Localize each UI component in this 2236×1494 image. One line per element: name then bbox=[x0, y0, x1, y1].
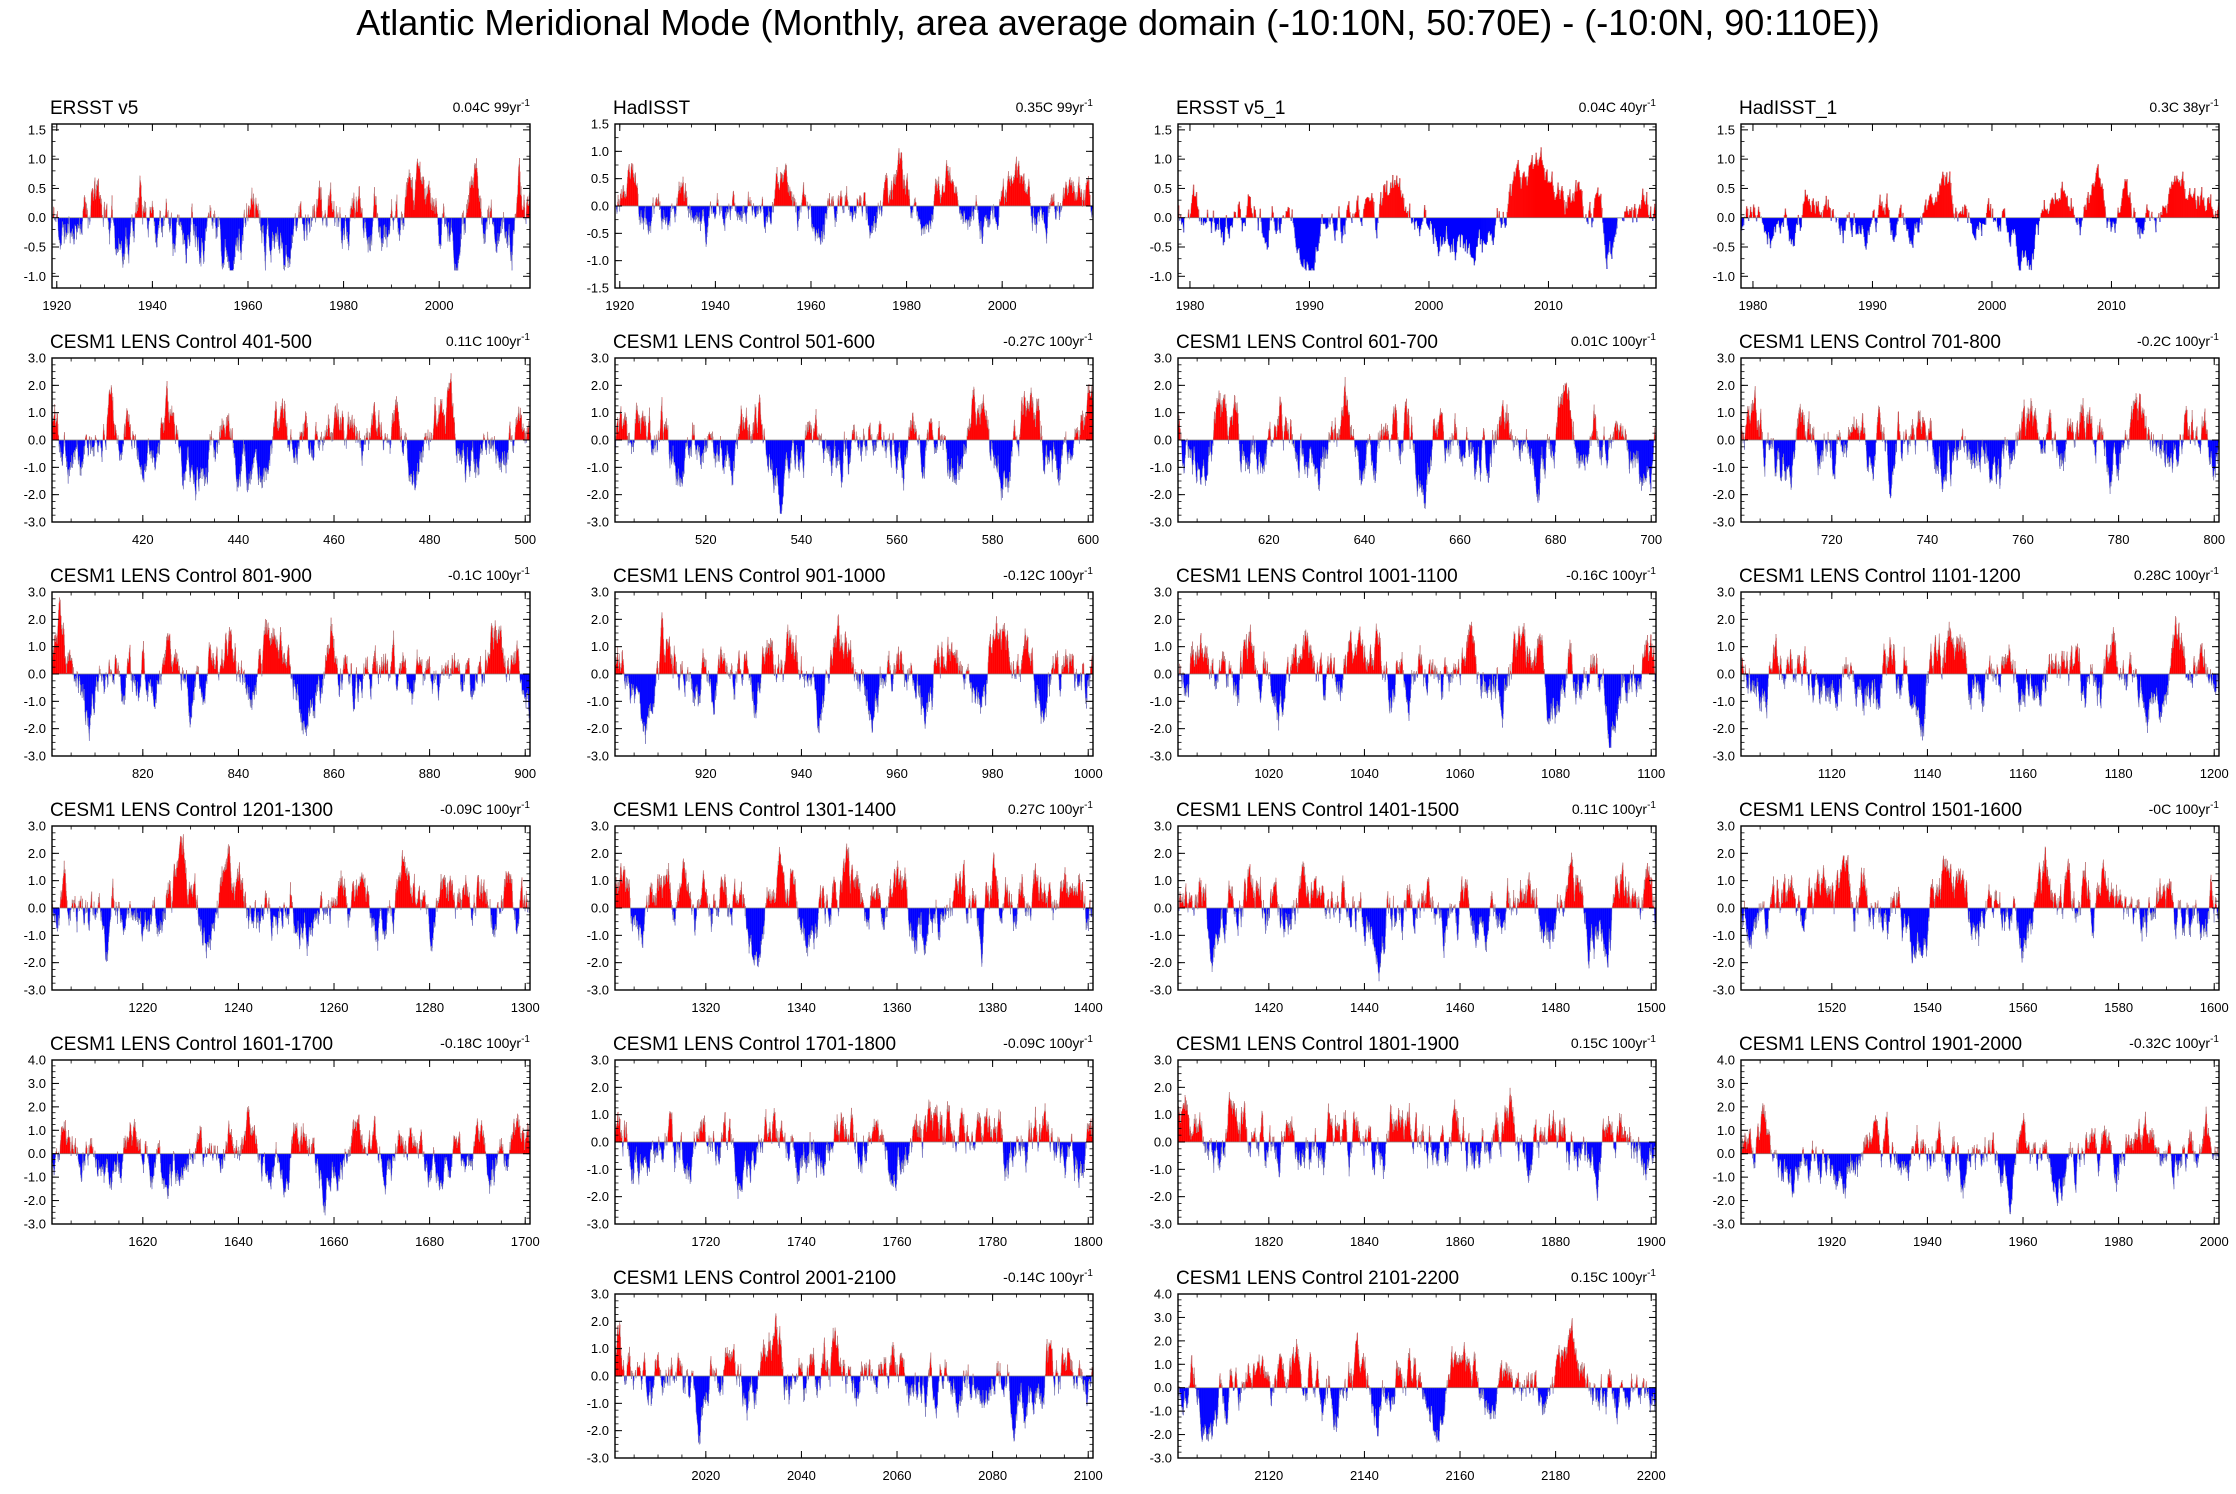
chart-panel: HadISST 0.35C 99yr-11.51.00.50.0-0.5-1.0-… bbox=[587, 98, 1094, 313]
series-bars bbox=[616, 148, 1093, 246]
x-tick-label: 1940 bbox=[138, 298, 167, 313]
panel-title: HadISST bbox=[613, 98, 690, 119]
x-tick-label: 1960 bbox=[234, 298, 263, 313]
trend-label: 0.35C 99yr-1 bbox=[1016, 98, 1094, 115]
y-tick-label: -1.0 bbox=[24, 269, 46, 284]
x-tick-label: 1980 bbox=[329, 298, 358, 313]
figure-panels: ERSST v5 0.04C 99yr-1 1.5 1.0 0.5 0.0 -0.5 -1.0… bbox=[0, 0, 2236, 1494]
x-tick-label: 2000 bbox=[425, 298, 454, 313]
y-tick-label: 1.5 bbox=[28, 122, 46, 137]
y-tick-label: 0.5 bbox=[28, 181, 46, 196]
y-tick-label: 1.0 bbox=[28, 152, 46, 167]
y-tick-label: 0.0 bbox=[28, 210, 46, 225]
x-tick-label: 1920 bbox=[42, 298, 71, 313]
chart-panel: ERSST v5 0.04C 99yr-1 1.5 1.0 0.5 0.0 -0.5 -1.0… bbox=[24, 98, 531, 313]
series-bars bbox=[53, 158, 530, 270]
trend-label: 0.04C 99yr-1 bbox=[453, 98, 531, 115]
y-tick-label: -0.5 bbox=[24, 240, 46, 255]
panel-title: ERSST v5 bbox=[50, 98, 138, 119]
